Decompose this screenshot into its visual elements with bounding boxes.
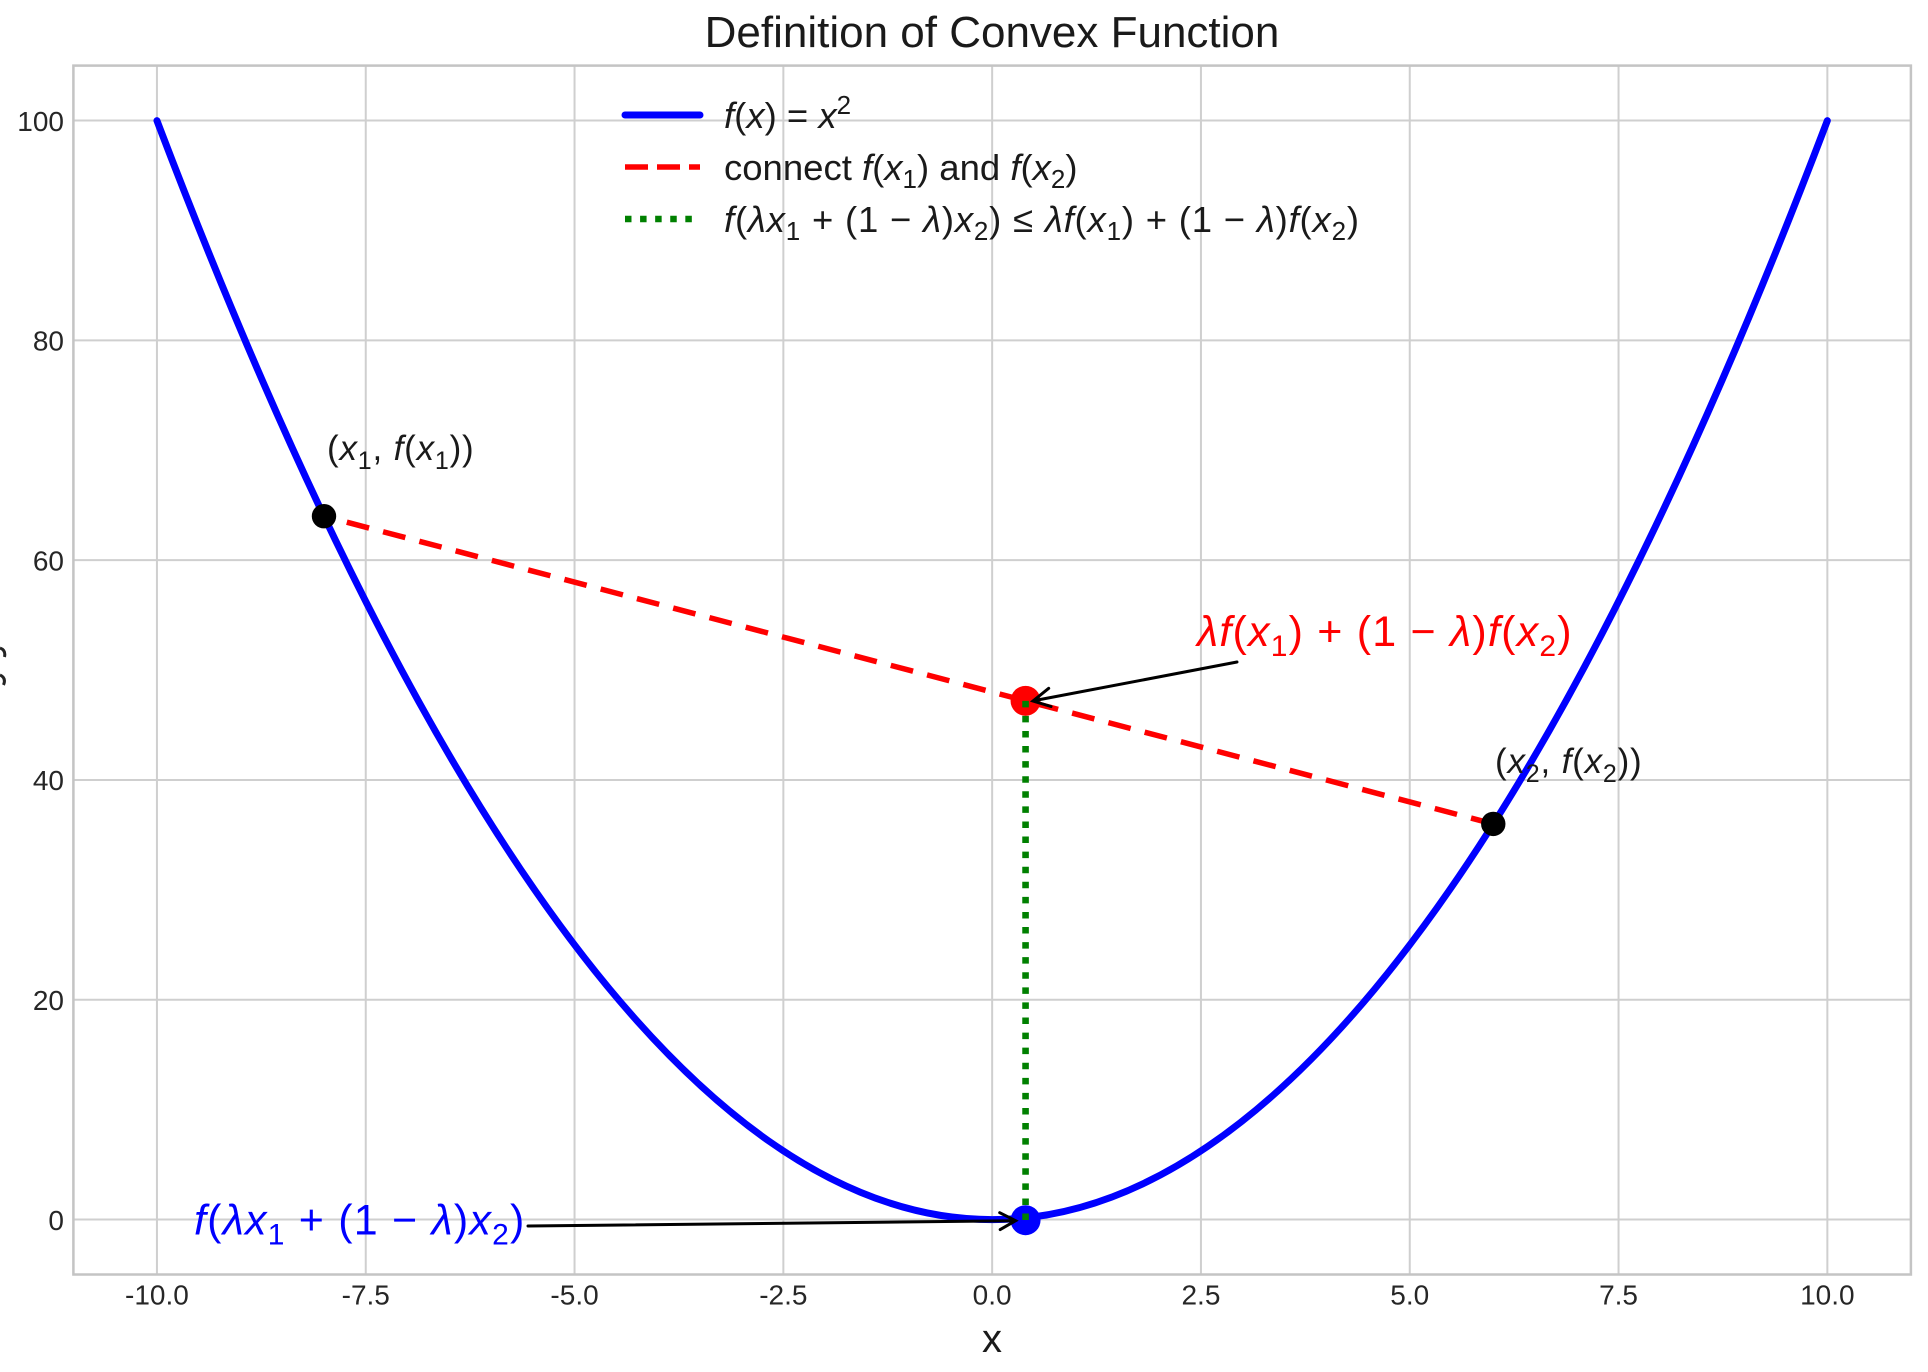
svg-text:5.0: 5.0 [1390, 1280, 1429, 1311]
svg-text:(x1, f(x1)): (x1, f(x1)) [327, 429, 475, 475]
svg-text:-7.5: -7.5 [342, 1280, 390, 1311]
svg-text:-10.0: -10.0 [125, 1280, 189, 1311]
svg-text:f(λx1 + (1 − λ)x2) ≤ λf(x1) +: f(λx1 + (1 − λ)x2) ≤ λf(x1) + (1 − λ)f(x… [724, 199, 1360, 246]
svg-text:100: 100 [17, 106, 64, 137]
svg-text:20: 20 [33, 985, 64, 1016]
svg-text:60: 60 [33, 545, 64, 576]
svg-text:f(x) = x2: f(x) = x2 [724, 90, 851, 136]
svg-text:7.5: 7.5 [1599, 1280, 1638, 1311]
svg-text:40: 40 [33, 765, 64, 796]
svg-text:2.5: 2.5 [1181, 1280, 1220, 1311]
svg-text:-5.0: -5.0 [550, 1280, 598, 1311]
svg-text:10.0: 10.0 [1800, 1280, 1855, 1311]
svg-text:80: 80 [33, 326, 64, 357]
svg-text:0.0: 0.0 [973, 1280, 1012, 1311]
svg-text:x: x [982, 1317, 1002, 1361]
svg-text:0: 0 [48, 1205, 64, 1236]
svg-text:-2.5: -2.5 [759, 1280, 807, 1311]
svg-text:connect f(x1) and f(x2): connect f(x1) and f(x2) [724, 147, 1078, 194]
svg-text:f(λx1 + (1 − λ)x2): f(λx1 + (1 − λ)x2) [194, 1197, 526, 1252]
svg-text:λf(x1) + (1 − λ)f(x2): λf(x1) + (1 − λ)f(x2) [1195, 608, 1573, 663]
svg-text:(x2, f(x2)): (x2, f(x2)) [1495, 742, 1643, 788]
svg-text:Definition of Convex Function: Definition of Convex Function [705, 8, 1280, 57]
